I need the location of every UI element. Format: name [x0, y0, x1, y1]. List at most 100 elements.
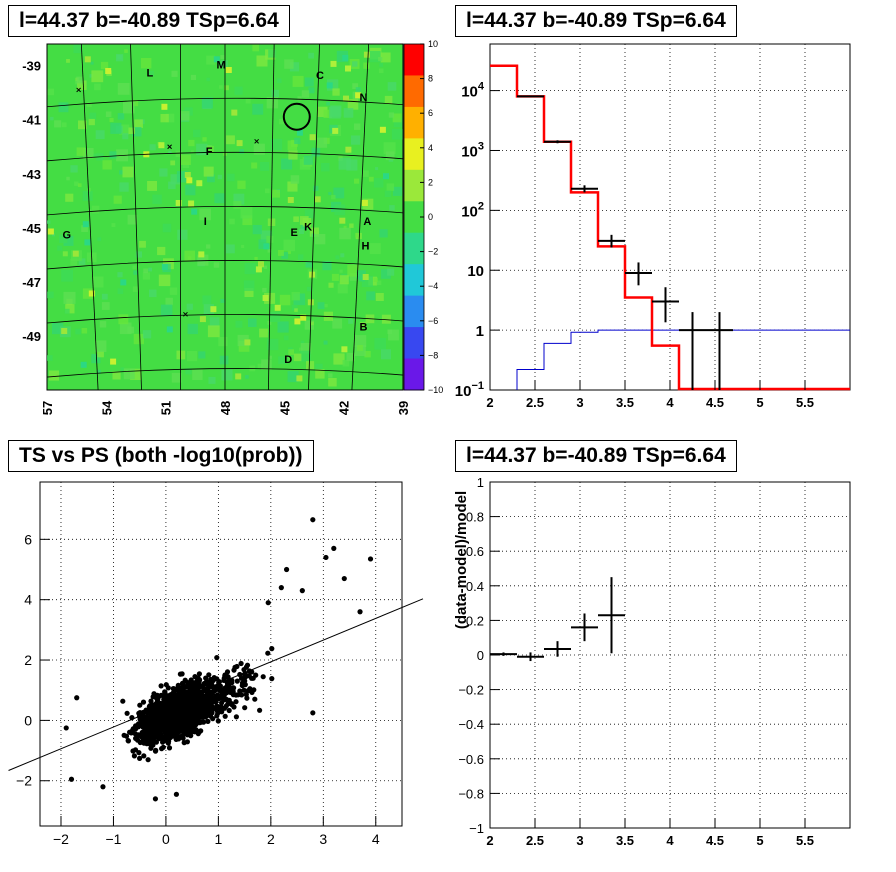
map-pixel — [47, 220, 51, 224]
map-pixel — [188, 139, 195, 147]
scatter-point — [181, 689, 188, 695]
scatter-point — [238, 660, 244, 667]
scatter-point — [148, 716, 154, 722]
map-pixel — [109, 151, 117, 159]
map-pixel — [354, 335, 367, 347]
scatter-point — [201, 680, 207, 687]
scatter-point — [244, 695, 250, 701]
scatter-point — [145, 757, 151, 763]
map-pixel — [298, 254, 304, 260]
map-pixel — [384, 95, 393, 104]
map-pixel-bright — [332, 127, 339, 134]
map-pixel-bright — [345, 65, 351, 72]
scatter-point — [155, 712, 161, 718]
map-pixel — [278, 118, 285, 125]
map-pixel — [82, 148, 94, 159]
map-pixel — [347, 264, 360, 277]
map-pixel — [244, 288, 254, 297]
map-pixel — [260, 162, 269, 171]
map-pixel — [242, 215, 253, 226]
residual-y-tick: −0.8 — [458, 786, 484, 801]
map-pixel — [113, 195, 122, 204]
map-pixel — [202, 295, 212, 305]
map-pixel — [323, 340, 328, 345]
scatter-point — [221, 692, 227, 699]
residual-y-tick: −0.4 — [458, 717, 484, 732]
map-pixel — [193, 129, 201, 138]
scatter-point-outlier — [310, 710, 316, 716]
map-pixel-bright — [330, 60, 337, 67]
map-pixel-bright — [263, 243, 270, 250]
map-pixel — [89, 74, 93, 78]
map-pixel — [354, 123, 361, 130]
colorbar-tick-label: 0 — [428, 212, 433, 222]
scatter-point — [238, 675, 245, 681]
map-pixel — [292, 75, 304, 87]
map-pixel — [190, 150, 194, 154]
map-pixel — [82, 191, 93, 201]
scatter-point — [226, 707, 232, 714]
map-pixel — [170, 160, 176, 166]
map-pixel — [226, 244, 235, 254]
colorbar-tick-label: −2 — [428, 247, 438, 257]
map-pixel — [196, 143, 208, 156]
colorbar-segment — [404, 232, 424, 265]
scatter-point — [176, 720, 182, 727]
map-pixel — [317, 302, 325, 310]
scatter-point — [269, 646, 275, 652]
map-pixel — [369, 243, 381, 255]
map-pixel — [317, 106, 328, 117]
scatter-point — [141, 753, 147, 759]
map-pixel — [239, 149, 244, 154]
map-pixel — [294, 308, 298, 312]
map-pixel — [131, 99, 139, 107]
map-pixel — [281, 252, 289, 259]
map-pixel — [109, 117, 114, 122]
map-pixel — [203, 304, 214, 315]
scatter-point — [162, 689, 168, 695]
map-pixel — [135, 251, 142, 258]
map-pixel — [303, 155, 313, 165]
map-pixel — [265, 188, 270, 194]
map-pixel — [100, 61, 109, 70]
scatter-title: TS vs PS (both -log10(prob)) — [8, 440, 314, 472]
spectrum-x-tick: 4 — [666, 395, 674, 410]
colorbar-tick-label: 2 — [428, 177, 433, 187]
scatter-point — [197, 698, 203, 705]
scatter-x-tick: 3 — [319, 831, 327, 847]
source-label-H: H — [361, 240, 369, 252]
map-pixel — [171, 70, 178, 77]
scatter-point — [215, 718, 221, 724]
scatter-point — [137, 702, 143, 708]
map-pixel — [165, 113, 175, 123]
map-pixel — [119, 322, 132, 335]
map-pixel — [272, 189, 280, 198]
map-x-tick: 42 — [337, 401, 352, 415]
map-pixel — [259, 328, 268, 338]
map-pixel — [47, 88, 55, 96]
scatter-point — [241, 687, 247, 693]
map-pixel — [207, 325, 220, 338]
map-pixel — [61, 122, 67, 128]
map-pixel — [190, 74, 196, 80]
scatter-point — [203, 675, 209, 681]
map-pixel — [347, 99, 359, 110]
map-pixel — [170, 174, 181, 185]
spectrum-y-tick: 10 — [467, 263, 484, 280]
scatter-point — [145, 722, 151, 728]
scatter-point — [166, 736, 172, 742]
map-pixel — [384, 190, 392, 197]
map-pixel — [160, 304, 173, 317]
map-pixel — [339, 269, 343, 273]
map-pixel-bright — [198, 251, 205, 258]
scatter-point — [201, 719, 207, 725]
residual-x-tick: 5.5 — [796, 833, 814, 848]
map-pixel — [237, 180, 246, 189]
map-pixel — [168, 181, 176, 190]
map-pixel — [54, 120, 62, 128]
map-pixel-bright — [287, 197, 294, 203]
scatter-y-tick: 6 — [24, 531, 32, 547]
longitude-line — [130, 43, 142, 391]
map-pixel — [261, 359, 272, 370]
